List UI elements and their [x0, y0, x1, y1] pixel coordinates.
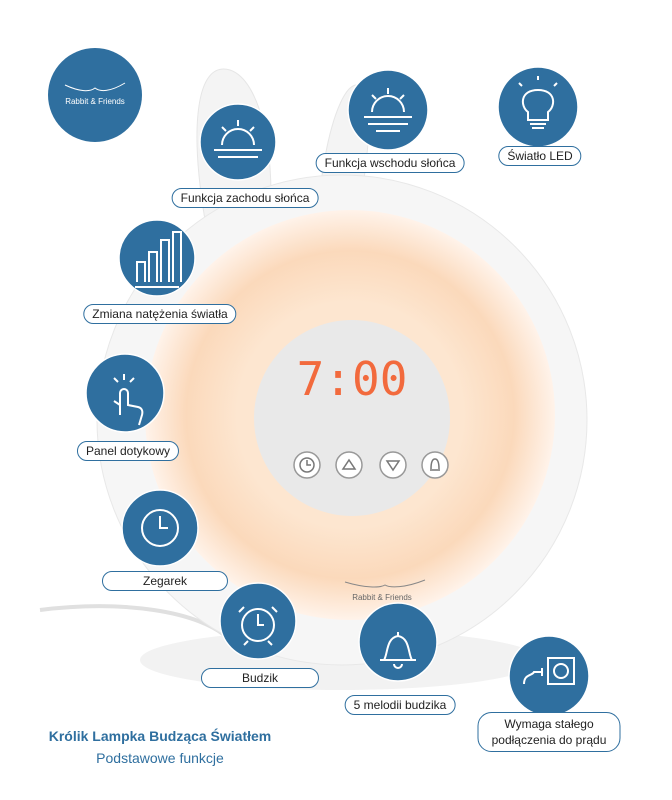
feature-label: Zmiana natężenia światła [83, 304, 237, 324]
feature-circles [85, 66, 590, 717]
footer-title: Królik Lampka Budząca Światłem [48, 728, 272, 744]
feature-label: Wymaga stałego podłączenia do prądu [477, 712, 621, 752]
feature-label: Panel dotykowy [76, 441, 180, 461]
feature-label: Światło LED [498, 146, 582, 166]
footer-subtitle: Podstawowe funkcje [96, 750, 224, 766]
feature-label: Funkcja wschodu słońca [315, 153, 465, 173]
clock-digits: 7:00 [297, 352, 408, 406]
feature-label: Zegarek [101, 571, 229, 591]
lamp-display [254, 320, 450, 516]
lamp-logo [344, 579, 426, 588]
feature-label: Budzik [200, 668, 320, 688]
button-icons [299, 457, 440, 473]
feature-label: 5 melodii budzika [344, 695, 456, 715]
logo-text: Rabbit & Friends [65, 97, 125, 106]
feature-label: Funkcja zachodu słońca [171, 188, 319, 208]
feature-icons [113, 76, 575, 685]
logo-mark [64, 82, 126, 92]
logo-circle [48, 48, 142, 142]
lamp-brand: Rabbit & Friends [352, 593, 412, 602]
